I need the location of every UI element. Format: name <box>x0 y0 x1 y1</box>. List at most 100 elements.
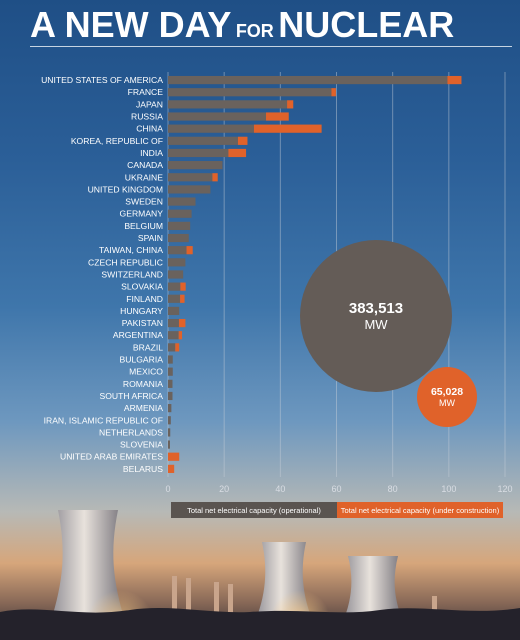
title-part-nuclear: NUCLEAR <box>278 4 455 45</box>
bar-under-construction <box>178 331 183 340</box>
tree-line-silhouette <box>0 608 520 640</box>
category-label: ARGENTINA <box>113 330 163 340</box>
category-label: UNITED ARAB EMIRATES <box>60 452 163 462</box>
category-label: JAPAN <box>136 99 163 109</box>
bar-under-construction <box>331 88 336 97</box>
legend-under-construction: Total net electrical capacity (under con… <box>337 502 503 518</box>
category-label: ARMENIA <box>124 403 163 413</box>
category-label: PAKISTAN <box>122 318 163 328</box>
bar-operational <box>168 306 180 316</box>
category-label: SOUTH AFRICA <box>99 391 163 401</box>
category-label: KOREA, REPUBLIC OF <box>71 136 163 146</box>
bar-under-construction <box>228 148 247 158</box>
x-tick-label: 100 <box>441 484 456 494</box>
bar-operational <box>168 221 191 230</box>
bar-operational <box>168 343 176 352</box>
bar-operational <box>168 124 254 133</box>
bar-operational <box>168 258 186 267</box>
bar-under-construction <box>266 112 289 121</box>
title-divider <box>30 46 512 47</box>
operational-total-unit: MW <box>364 317 388 332</box>
bar-under-construction <box>287 100 294 109</box>
category-label: TAIWAN, CHINA <box>99 245 163 255</box>
bar-under-construction <box>212 173 218 182</box>
x-tick-label: 120 <box>497 484 512 494</box>
bar-operational <box>168 246 187 255</box>
title-part-a-new-day: A NEW DAY <box>30 4 232 45</box>
category-label: BELGIUM <box>124 221 163 231</box>
bar-operational <box>168 100 288 109</box>
category-label: ROMANIA <box>123 379 163 389</box>
bar-operational <box>168 404 172 413</box>
bar-under-construction <box>253 124 322 133</box>
operational-total-value: 383,513 <box>348 300 404 317</box>
category-label: SLOVENIA <box>120 440 163 450</box>
x-tick-label: 0 <box>165 484 170 494</box>
bar-operational <box>168 197 196 206</box>
category-label: UNITED STATES OF AMERICA <box>41 75 163 85</box>
bar-under-construction <box>180 282 186 291</box>
x-tick-label: 80 <box>388 484 398 494</box>
category-label: MEXICO <box>129 367 163 377</box>
bar-operational <box>168 88 332 97</box>
category-label: CZECH REPUBLIC <box>88 257 163 267</box>
bar-operational <box>168 148 229 158</box>
bar-under-construction <box>447 75 462 85</box>
bar-operational <box>168 282 181 291</box>
bar-operational <box>168 355 173 364</box>
bar-operational <box>168 428 171 437</box>
x-tick-label: 60 <box>331 484 341 494</box>
bar-operational <box>168 391 173 401</box>
category-label: FINLAND <box>126 294 163 304</box>
category-label: SWEDEN <box>125 197 163 207</box>
bar-under-construction <box>168 464 175 473</box>
category-label: CHINA <box>136 124 163 134</box>
bar-operational <box>168 173 213 182</box>
category-label: BELARUS <box>123 464 163 474</box>
construction-total-unit: MW <box>439 398 455 408</box>
bar-under-construction <box>180 294 185 303</box>
legend-operational: Total net electrical capacity (operation… <box>171 502 337 518</box>
bar-operational <box>168 161 223 170</box>
category-label: SWITZERLAND <box>101 269 163 279</box>
bar-operational <box>168 294 181 303</box>
category-label: INDIA <box>140 148 163 158</box>
bar-under-construction <box>178 318 186 328</box>
operational-total-bubble: 383,513 MW <box>300 240 452 392</box>
category-label: BULGARIA <box>120 355 164 365</box>
x-tick-label: 20 <box>219 484 229 494</box>
bar-under-construction <box>168 452 180 461</box>
category-label: RUSSIA <box>131 112 163 122</box>
page-title: A NEW DAY FOR NUCLEAR <box>30 4 454 46</box>
category-label: UNITED KINGDOM <box>88 184 163 194</box>
bar-operational <box>168 136 238 145</box>
chart-legend: Total net electrical capacity (operation… <box>171 502 503 518</box>
category-label: IRAN, ISLAMIC REPUBLIC OF <box>44 415 163 425</box>
bar-operational <box>168 367 173 376</box>
bar-operational <box>168 75 448 85</box>
x-tick-label: 40 <box>275 484 285 494</box>
bar-operational <box>168 331 179 340</box>
bar-operational <box>168 318 179 328</box>
bar-chart: 0 20 40 60 80 100 120 UNITED STATES OF AMERICA F… <box>41 72 513 494</box>
bar-operational <box>168 209 192 218</box>
bar-operational <box>168 379 173 388</box>
category-label: UKRAINE <box>125 172 163 182</box>
category-label: FRANCE <box>128 87 164 97</box>
bar-operational <box>168 112 267 121</box>
bar-operational <box>168 233 189 243</box>
category-label: GERMANY <box>120 209 164 219</box>
construction-total-value: 65,028 <box>430 386 464 398</box>
bar-operational <box>168 185 211 194</box>
category-label: BRAZIL <box>133 342 163 352</box>
bar-under-construction <box>186 246 193 255</box>
power-plant-illustration <box>0 510 520 640</box>
bar-under-construction <box>175 343 180 352</box>
category-label: SPAIN <box>138 233 163 243</box>
bar-under-construction <box>237 136 248 145</box>
category-label: CANADA <box>127 160 163 170</box>
title-part-for: FOR <box>235 21 274 41</box>
category-label: SLOVAKIA <box>121 282 163 292</box>
bar-operational <box>168 270 184 279</box>
bar-operational <box>168 416 171 425</box>
